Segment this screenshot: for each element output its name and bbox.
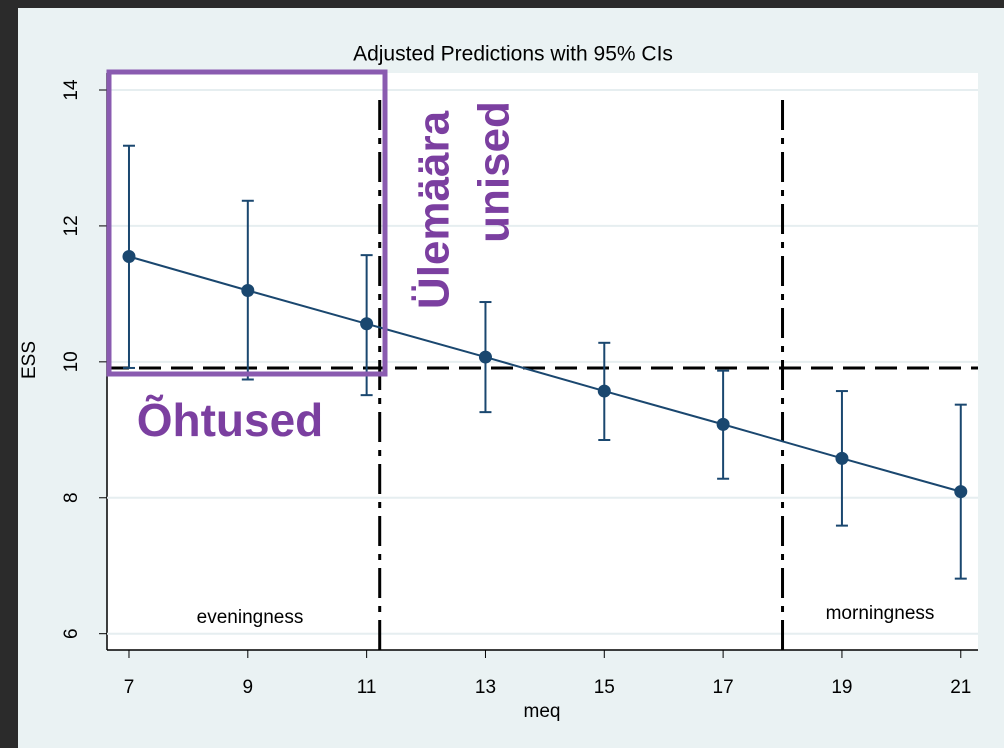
x-tick-label: 7 — [124, 677, 135, 698]
x-tick-label: 21 — [950, 677, 971, 698]
point — [835, 451, 849, 465]
point — [954, 485, 968, 499]
point — [122, 249, 136, 263]
line — [128, 255, 962, 493]
x-axis-label: meq — [524, 701, 561, 722]
x-tick-label: 9 — [243, 677, 254, 698]
x-tick-label: 11 — [357, 677, 377, 698]
annotation: eveningness — [197, 607, 304, 628]
annotation: morningness — [826, 603, 935, 624]
y-tick-label: 6 — [61, 628, 82, 639]
x-tick-label: 19 — [831, 677, 852, 698]
x-tick-label: 13 — [475, 677, 496, 698]
x-tick-label: 17 — [713, 677, 734, 698]
chart-title: Adjusted Predictions with 95% CIs — [353, 43, 673, 66]
annotation: unised — [470, 101, 519, 243]
point — [241, 283, 255, 297]
point — [478, 350, 492, 364]
y-tick-label: 14 — [61, 79, 82, 101]
x-tick-label: 15 — [594, 677, 615, 698]
point — [716, 417, 730, 431]
annotation: Ülemäära — [410, 110, 459, 309]
point — [597, 384, 611, 398]
point — [360, 317, 374, 331]
y-tick-label: 12 — [61, 215, 82, 236]
y-tick-label: 10 — [61, 351, 82, 372]
highlight-box — [106, 69, 388, 377]
y-axis-label: ESS — [19, 341, 40, 379]
annotation: Õhtused — [137, 394, 324, 446]
y-tick-label: 8 — [61, 492, 82, 503]
